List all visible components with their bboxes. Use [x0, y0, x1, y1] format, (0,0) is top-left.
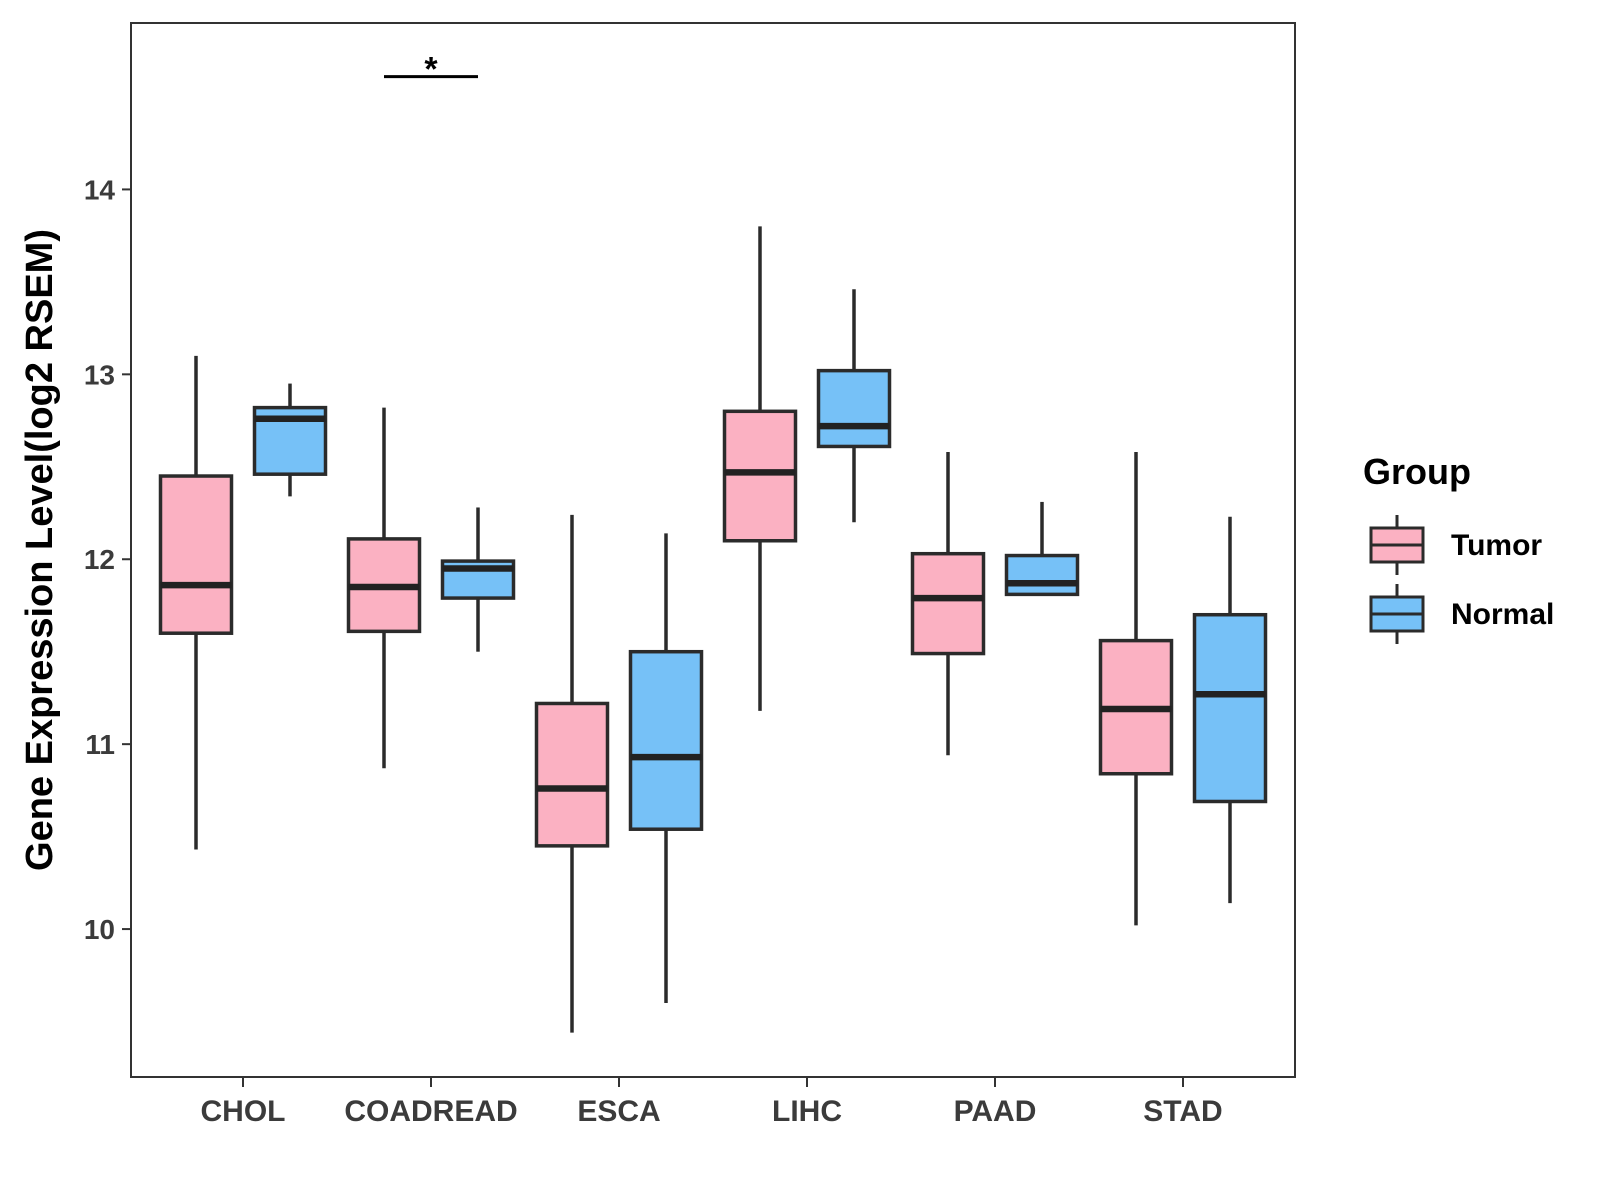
- box-tumor-stad: [1098, 451, 1174, 926]
- box-normal-paad: [1004, 501, 1080, 597]
- legend-items: Tumor Normal: [1369, 515, 1554, 644]
- box-body-tumor-esca: [534, 701, 610, 848]
- box-tumor-coadread: [346, 407, 422, 769]
- box-normal-esca: [628, 533, 704, 1004]
- y-tick-label-13: 13: [84, 359, 115, 390]
- box-tumor-lihc: [722, 226, 798, 711]
- legend-item-normal: Normal: [1369, 584, 1554, 644]
- legend-label-tumor: Tumor: [1451, 529, 1542, 562]
- x-tick-label-lihc: LIHC: [772, 1095, 842, 1128]
- legend-item-tumor: Tumor: [1369, 515, 1542, 575]
- y-axis-title: Gene Expression Level(log2 RSEM): [19, 229, 61, 871]
- x-tick-label-stad: STAD: [1143, 1095, 1222, 1128]
- y-axis: 10 11 12 13 14: [84, 174, 131, 945]
- legend-label-normal: Normal: [1451, 598, 1554, 631]
- box-body-tumor-paad: [910, 551, 986, 656]
- x-tick-label-paad: PAAD: [954, 1095, 1037, 1128]
- box-body-tumor-lihc: [722, 409, 798, 543]
- box-tumor-esca: [534, 514, 610, 1033]
- annotation-layer: *: [384, 51, 478, 89]
- box-body-normal-stad: [1192, 612, 1268, 804]
- y-tick-label-10: 10: [84, 914, 115, 945]
- significance-label-coadread: *: [424, 51, 438, 89]
- x-tick-label-esca: ESCA: [577, 1095, 660, 1128]
- x-tick-label-chol: CHOL: [201, 1095, 286, 1128]
- box-tumor-paad: [910, 451, 986, 756]
- box-normal-chol: [252, 383, 328, 497]
- y-tick-label-14: 14: [84, 174, 116, 205]
- box-body-tumor-chol: [158, 474, 234, 635]
- x-axis: CHOL COADREAD ESCA LIHC PAAD STAD: [201, 1077, 1223, 1128]
- box-body-normal-esca: [628, 649, 704, 831]
- plot-panel-border: [130, 22, 1296, 1078]
- y-tick-label-11: 11: [85, 729, 115, 760]
- box-normal-stad: [1192, 516, 1268, 904]
- box-body-normal-paad: [1004, 553, 1080, 597]
- boxes-layer: [158, 226, 1268, 1033]
- box-tumor-chol: [158, 355, 234, 850]
- legend: Group Tumor Normal: [1363, 451, 1554, 644]
- x-tick-label-coadread: COADREAD: [344, 1095, 517, 1128]
- legend-title: Group: [1363, 451, 1471, 492]
- box-normal-coadread: [440, 507, 516, 652]
- box-body-normal-lihc: [816, 368, 892, 449]
- y-tick-label-12: 12: [84, 544, 115, 575]
- box-normal-lihc: [816, 289, 892, 523]
